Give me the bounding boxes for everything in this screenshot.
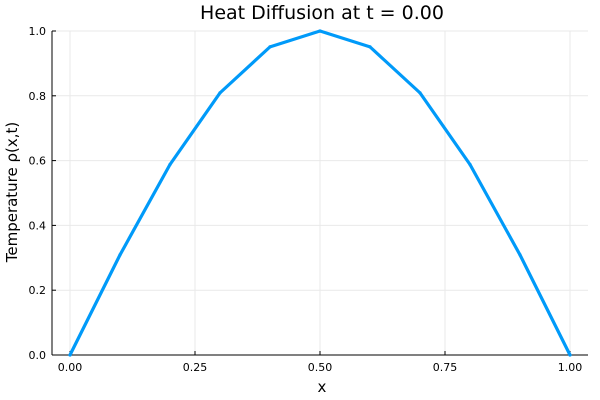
data-point — [168, 162, 172, 167]
data-point — [368, 45, 372, 49]
data-point — [268, 45, 272, 49]
x-tick-label: 0.50 — [308, 361, 333, 374]
x-tick-label: 0.75 — [433, 361, 458, 374]
data-point — [568, 353, 572, 357]
data-point — [518, 253, 522, 257]
x-tick-label: 0.25 — [183, 361, 208, 374]
chart-title: Heat Diffusion at t = 0.00 — [200, 2, 444, 24]
y-tick-label: 0.0 — [29, 349, 47, 362]
data-point — [118, 253, 122, 257]
y-tick-label: 0.2 — [29, 284, 47, 297]
data-point — [418, 91, 422, 95]
y-tick-label: 0.4 — [29, 219, 47, 232]
y-tick-label: 0.8 — [29, 90, 47, 103]
data-point — [68, 353, 72, 357]
x-tick-label: 0.00 — [58, 361, 83, 374]
y-tick-label: 1.0 — [29, 25, 47, 38]
y-axis-label: Temperature ρ(x,t) — [3, 122, 21, 264]
grid — [52, 30, 588, 356]
series-layer — [68, 29, 572, 357]
x-tick-label: 1.00 — [558, 361, 583, 374]
tick-labels: 0.00 0.25 0.50 0.75 1.00 0.0 0.2 0.4 0.6 0.8 1.0 — [29, 25, 583, 374]
data-point — [468, 162, 472, 167]
data-point — [318, 29, 322, 33]
x-axis-label: x — [318, 378, 327, 396]
data-point — [218, 91, 222, 95]
y-tick-label: 0.6 — [29, 155, 47, 168]
